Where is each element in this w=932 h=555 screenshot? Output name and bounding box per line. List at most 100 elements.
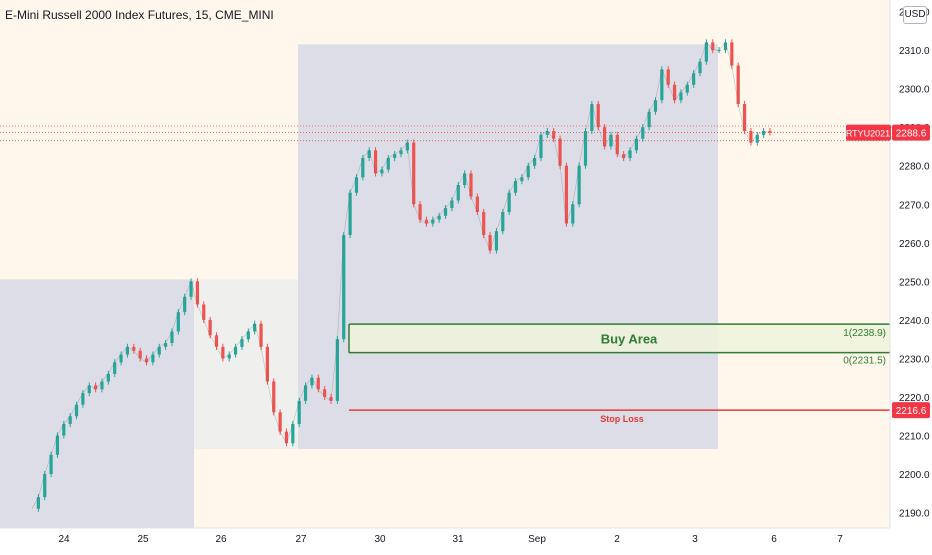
range-box-2[interactable] (194, 279, 298, 449)
candle-body (233, 346, 238, 355)
candle-body (679, 92, 683, 101)
currency-button[interactable]: USD (903, 6, 927, 24)
candle-body (94, 385, 98, 390)
buy-area-bottom-value: 0(2231.5) (843, 356, 886, 367)
candle-body (463, 173, 467, 185)
candle-body (291, 423, 295, 444)
candle-body (698, 61, 702, 74)
candle-body (55, 435, 60, 455)
range-box-1[interactable] (0, 279, 194, 528)
candle-body (227, 354, 231, 359)
candle-body (189, 281, 193, 297)
buy-area-top-value: 1(2238.9) (843, 328, 886, 339)
candle-body (272, 381, 276, 413)
candle-body (749, 131, 753, 143)
candle-body (62, 423, 66, 436)
candle-body (81, 393, 85, 405)
candle-body (386, 158, 390, 170)
candle-body (183, 296, 187, 313)
candle-body (685, 84, 689, 93)
y-tick-label-9: 2270.0 (899, 200, 930, 211)
candle-body (361, 158, 365, 178)
y-tick-label-3: 2210.0 (899, 432, 930, 443)
candle-body (564, 165, 569, 224)
candle-body (628, 150, 632, 159)
buy-area-zone[interactable] (349, 324, 890, 353)
x-tick-label-8: 2 (614, 534, 620, 545)
candle-body (583, 131, 588, 166)
candle-body (634, 138, 638, 151)
y-tick-label-7: 2250.0 (899, 277, 930, 288)
x-tick-label-9: 3 (692, 534, 698, 545)
stop-loss-price-tag (892, 402, 930, 419)
candle-body (533, 158, 537, 166)
candle-body (431, 219, 435, 224)
candle-body (151, 354, 155, 363)
candle-body (399, 150, 403, 155)
candle-body (615, 134, 619, 155)
candle-body (125, 346, 130, 355)
candle-body (246, 331, 250, 340)
candle-body (87, 385, 91, 394)
candle-body (342, 235, 346, 340)
candle-body (240, 339, 244, 347)
time-axis-panel[interactable] (0, 529, 932, 550)
candle-body (164, 343, 168, 347)
candle-body (520, 177, 524, 182)
y-tick-label-6: 2240.0 (899, 316, 930, 327)
last-price-value: 2288.6 (896, 129, 927, 140)
candle-body (762, 131, 766, 135)
candle-body (501, 211, 505, 232)
candle-body (482, 211, 486, 236)
candle-body (526, 165, 530, 178)
x-tick-label-10: 6 (771, 534, 777, 545)
candle-body (622, 154, 626, 159)
candle-body (590, 104, 594, 132)
candle-body (596, 104, 600, 128)
candle-body (119, 354, 123, 363)
candle-body (475, 196, 479, 212)
candle-body (711, 42, 715, 51)
x-tick-label-6: 31 (452, 534, 464, 545)
candle-body (488, 235, 492, 251)
candle-body (214, 335, 219, 347)
candle-body (221, 346, 225, 359)
candle-body (354, 177, 359, 193)
candle-body (316, 377, 320, 390)
candle-body (660, 69, 664, 101)
candle-body (577, 165, 581, 205)
candle-body (704, 42, 708, 62)
y-tick-label-12: 2300.0 (899, 85, 930, 96)
candle-body (49, 454, 53, 475)
x-tick-label-4: 27 (295, 534, 307, 545)
price-axis-panel[interactable] (891, 0, 932, 528)
y-tick-label-8: 2260.0 (899, 239, 930, 250)
candle-body (208, 319, 212, 336)
candle-body (730, 42, 734, 66)
candle-body (418, 204, 422, 220)
stop-loss-label: Stop Loss (600, 414, 644, 424)
candle-body (723, 42, 728, 51)
candle-body (507, 192, 511, 212)
candle-body (494, 231, 499, 251)
candle-body (335, 339, 339, 401)
candle-body (373, 150, 378, 174)
symbol-tag (846, 124, 891, 141)
candle-body (176, 312, 180, 332)
candle-body (437, 215, 441, 220)
x-tick-label-1: 24 (58, 534, 70, 545)
x-tick-label-7: Sep (528, 534, 546, 545)
candle-body (106, 373, 110, 382)
candle-body (539, 134, 543, 159)
candle-body (74, 404, 79, 417)
candle-body (666, 69, 670, 85)
candle-body (380, 169, 384, 174)
candle-body (144, 358, 149, 363)
candle-body (450, 200, 454, 209)
y-tick-label-4: 2220.0 (899, 393, 930, 404)
candle-body (259, 323, 263, 347)
candle-body (755, 134, 759, 143)
candle-body (367, 150, 371, 159)
